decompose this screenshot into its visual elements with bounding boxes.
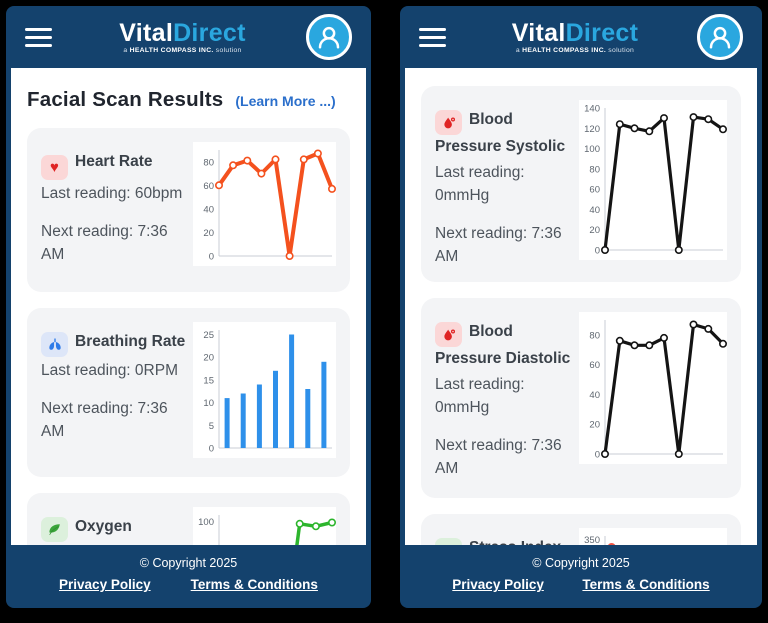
user-icon <box>709 26 731 49</box>
oxygen-card: Oxygen Saturation (SpO2) 050100 <box>27 493 350 545</box>
svg-text:5: 5 <box>209 421 214 432</box>
breathing-rate-card: Breathing Rate Last reading: 0RPM Next r… <box>27 308 350 477</box>
last-reading-text: Last reading: 60bpm <box>41 185 183 202</box>
heart-rate-chart: 0 20 40 60 80 <box>193 142 337 271</box>
privacy-policy-link[interactable]: Privacy Policy <box>59 577 151 592</box>
svg-text:140: 140 <box>584 104 600 115</box>
next-reading-text: Next reading: 7:36 AM <box>41 399 168 440</box>
page-title: Facial Scan Results <box>27 88 224 111</box>
next-reading-text: Next reading: 7:36 AM <box>41 223 168 263</box>
oxygen-chart: 050100 <box>193 507 337 545</box>
svg-text:40: 40 <box>589 205 600 216</box>
logo-direct: Direct <box>565 18 639 47</box>
copyright-text: © Copyright 2025 <box>532 556 630 570</box>
leaf-icon <box>41 517 68 542</box>
svg-text:80: 80 <box>203 157 214 168</box>
svg-text:0: 0 <box>595 246 600 257</box>
facial-scan-screen: VitalDirect a HEALTH COMPASS INC. soluti… <box>6 6 371 608</box>
stress-burst-icon <box>435 537 462 545</box>
svg-text:20: 20 <box>203 353 214 364</box>
svg-text:60: 60 <box>203 181 214 192</box>
heart-rate-card: ♥ Heart Rate Last reading: 60bpm Next rea… <box>27 128 350 292</box>
card-title: Stress Index <box>435 536 575 545</box>
lungs-icon <box>41 331 68 357</box>
next-reading-text: Next reading: 7:36 AM <box>435 437 562 477</box>
svg-text:100: 100 <box>198 517 214 528</box>
svg-text:60: 60 <box>589 360 600 371</box>
privacy-policy-link[interactable]: Privacy Policy <box>452 577 544 592</box>
last-reading-text: Last reading: 0mmHg <box>435 164 525 204</box>
bp-diastolic-chart: 0 20 40 60 80 <box>579 312 728 469</box>
logo-direct: Direct <box>173 18 246 47</box>
card-title: Blood Pressure Diastolic <box>435 322 571 367</box>
bp-systolic-chart: 0 20 40 60 80 100 120 140 <box>579 100 728 265</box>
avatar-button[interactable] <box>305 14 352 60</box>
avatar-button[interactable] <box>696 14 743 60</box>
svg-text:80: 80 <box>589 330 600 341</box>
blood-drop-icon <box>435 322 462 347</box>
app-footer: © Copyright 2025 Privacy Policy Terms & … <box>11 545 366 608</box>
app-footer: © Copyright 2025 Privacy Policy Terms & … <box>405 545 757 608</box>
card-title: ♥ Heart Rate <box>41 150 191 180</box>
app-logo: VitalDirect a HEALTH COMPASS INC. soluti… <box>511 18 639 54</box>
blood-pressure-content: Blood Pressure Systolic Last reading: 0m… <box>405 68 757 545</box>
next-reading-text: Next reading: 7:36 AM <box>435 225 562 265</box>
svg-text:0: 0 <box>595 450 600 461</box>
svg-text:20: 20 <box>589 225 600 236</box>
card-title: Blood Pressure Systolic <box>435 110 566 155</box>
svg-text:350: 350 <box>584 535 600 545</box>
logo-tagline: a HEALTH COMPASS INC. solution <box>123 46 242 54</box>
svg-text:15: 15 <box>203 375 214 386</box>
logo-vital: Vital <box>119 18 174 47</box>
bp-diastolic-card: Blood Pressure Diastolic Last reading: 0… <box>421 298 741 498</box>
svg-text:0: 0 <box>209 444 214 455</box>
heart-icon: ♥ <box>41 155 68 180</box>
svg-text:80: 80 <box>589 164 600 175</box>
copyright-text: © Copyright 2025 <box>139 556 238 570</box>
logo-tagline: a HEALTH COMPASS INC. solution <box>515 46 635 54</box>
svg-text:20: 20 <box>589 420 600 431</box>
svg-text:10: 10 <box>203 398 214 409</box>
svg-text:20: 20 <box>203 228 214 239</box>
stress-index-card: Stress Index 350300250200150100500 <box>421 514 741 545</box>
terms-conditions-link[interactable]: Terms & Conditions <box>582 577 710 592</box>
menu-icon[interactable] <box>25 23 55 52</box>
user-icon <box>318 26 340 49</box>
svg-text:40: 40 <box>203 204 214 215</box>
terms-conditions-link[interactable]: Terms & Conditions <box>190 577 318 592</box>
menu-icon[interactable] <box>419 23 449 52</box>
learn-more-link[interactable]: (Learn More ...) <box>235 93 336 109</box>
svg-text:25: 25 <box>203 330 214 341</box>
logo-vital: Vital <box>511 18 566 47</box>
card-title-line2: Saturation (SpO2) <box>41 542 191 545</box>
blood-drop-icon <box>435 110 462 135</box>
breathing-rate-chart: 0 5 10 15 20 25 <box>193 322 336 463</box>
svg-text:60: 60 <box>589 185 600 196</box>
app-logo: VitalDirect a HEALTH COMPASS INC. soluti… <box>119 18 246 54</box>
stress-index-chart: 350300250200150100500 <box>579 528 727 545</box>
blood-pressure-screen: VitalDirect a HEALTH COMPASS INC. soluti… <box>400 6 762 608</box>
app-header: VitalDirect a HEALTH COMPASS INC. soluti… <box>11 6 366 68</box>
svg-text:100: 100 <box>584 144 600 155</box>
card-title: Breathing Rate <box>41 330 191 357</box>
last-reading-text: Last reading: 0mmHg <box>435 376 525 416</box>
svg-text:120: 120 <box>584 124 600 135</box>
last-reading-text: Last reading: 0RPM <box>41 361 178 379</box>
bp-systolic-card: Blood Pressure Systolic Last reading: 0m… <box>421 86 741 282</box>
svg-text:40: 40 <box>589 390 600 401</box>
facial-scan-content: Facial Scan Results (Learn More ...) ♥ He… <box>11 68 366 545</box>
card-title: Oxygen <box>41 515 191 542</box>
svg-text:0: 0 <box>209 252 214 263</box>
app-header: VitalDirect a HEALTH COMPASS INC. soluti… <box>405 6 757 68</box>
